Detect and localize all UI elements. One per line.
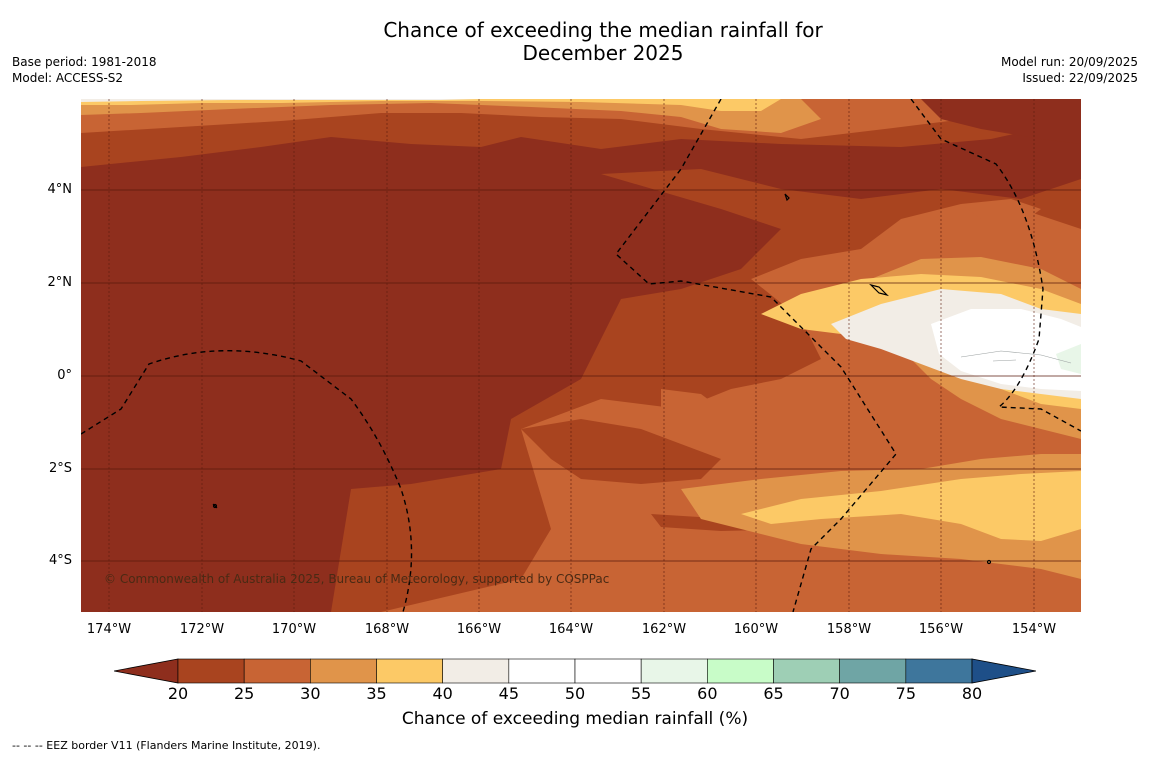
lon-label-156w: 156°W: [918, 622, 964, 637]
colorbar-tick-label: 45: [498, 684, 519, 703]
north-band-45: [81, 99, 481, 102]
colorbar-tick-label: 20: [167, 684, 189, 703]
model-name: Model: ACCESS-S2: [12, 71, 124, 85]
colorbar-tick-label: 25: [233, 684, 255, 703]
colorbar-tick-label: 50: [564, 684, 586, 703]
base-period: Base period: 1981-2018: [12, 55, 157, 69]
colorbar-tick-label: 65: [763, 684, 784, 703]
lon-label-162w: 162°W: [641, 622, 687, 637]
lon-label-166w: 166°W: [456, 622, 502, 637]
equatorial-core-50: [931, 309, 1081, 391]
map-graticule: [108, 99, 1035, 612]
north-east-pocket-30: [961, 199, 1041, 224]
colorbar-tick-label: 40: [432, 684, 453, 703]
colorbar-cell: [905, 658, 973, 684]
islands: [212, 193, 992, 565]
colorbar-tick-label: 75: [895, 684, 916, 703]
colorbar-cell: [574, 658, 642, 684]
lon-label-174w: 174°W: [86, 622, 132, 637]
lon-label-168w: 168°W: [364, 622, 410, 637]
lon-label-160w: 160°W: [733, 622, 779, 637]
colorbar-cell: [310, 658, 377, 684]
meta-left: Base period: 1981-2018 Model: ACCESS-S2: [12, 54, 157, 86]
lat-label-2s: 2°S: [48, 461, 72, 476]
issued-date: Issued: 22/09/2025: [1022, 71, 1138, 85]
north-band-30: [81, 99, 1081, 139]
colorbar-cell: [839, 658, 907, 684]
colorbar-label: Chance of exceeding median rainfall (%): [401, 709, 749, 729]
colorbar-extend-low: [113, 658, 179, 684]
north-band-35: [81, 99, 821, 133]
meta-right: Model run: 20/09/2025 Issued: 22/09/2025: [1001, 54, 1138, 86]
lat-label-4n: 4°N: [47, 182, 73, 197]
colorbar-cell: [508, 658, 576, 684]
lon-label-170w: 170°W: [271, 622, 317, 637]
copyright-notice: © Commonwealth of Australia 2025, Bureau…: [104, 572, 610, 586]
colorbar: [113, 658, 1037, 684]
lon-label-154w: 154°W: [1011, 622, 1057, 637]
equatorial-core-60: [1056, 344, 1081, 374]
lon-label-172w: 172°W: [179, 622, 225, 637]
colorbar-cell: [442, 658, 510, 684]
ne-dark-region: [921, 99, 1081, 144]
map-latitude-lines: [81, 189, 1081, 562]
colorbar-tick-label: 55: [630, 684, 652, 703]
lat-label-2n: 2°N: [47, 275, 73, 290]
lon-label-164w: 164°W: [548, 622, 594, 637]
colorbar-tick-label: 30: [300, 684, 321, 703]
lat-label-4s: 4°S: [48, 553, 72, 568]
south-pocket-30: [661, 389, 721, 419]
map-canvas: [81, 99, 1081, 612]
south-band-40: [741, 471, 1081, 541]
colorbar-tick-label: 35: [366, 684, 387, 703]
eez-borders: [81, 99, 1081, 612]
colorbar-cell: [376, 658, 443, 684]
rainfall-map: [81, 99, 1081, 612]
colorbar-cell: [773, 658, 840, 684]
colorbar-tick-label: 70: [829, 684, 850, 703]
map-title: Chance of exceeding the median rainfall …: [250, 19, 956, 65]
colorbar-canvas: [113, 658, 1037, 684]
colorbar-cell: [640, 658, 708, 684]
map-title-line2: December 2025: [522, 41, 684, 65]
core-contour: [960, 350, 1072, 364]
eez-legend-note: -- -- -- EEZ border V11 (Flanders Marine…: [12, 739, 321, 752]
colorbar-extend-high: [971, 658, 1037, 684]
colorbar-cell: [243, 658, 311, 684]
colorbar-cell: [177, 658, 245, 684]
colorbar-cell: [707, 658, 774, 684]
lat-label-0: 0°: [57, 368, 72, 383]
lon-label-158w: 158°W: [826, 622, 872, 637]
model-run: Model run: 20/09/2025: [1000, 55, 1138, 69]
colorbar-tick-label: 80: [961, 684, 983, 703]
north-band-40: [81, 99, 781, 111]
colorbar-tick-label: 60: [697, 684, 718, 703]
map-title-line1: Chance of exceeding the median rainfall …: [383, 18, 823, 42]
